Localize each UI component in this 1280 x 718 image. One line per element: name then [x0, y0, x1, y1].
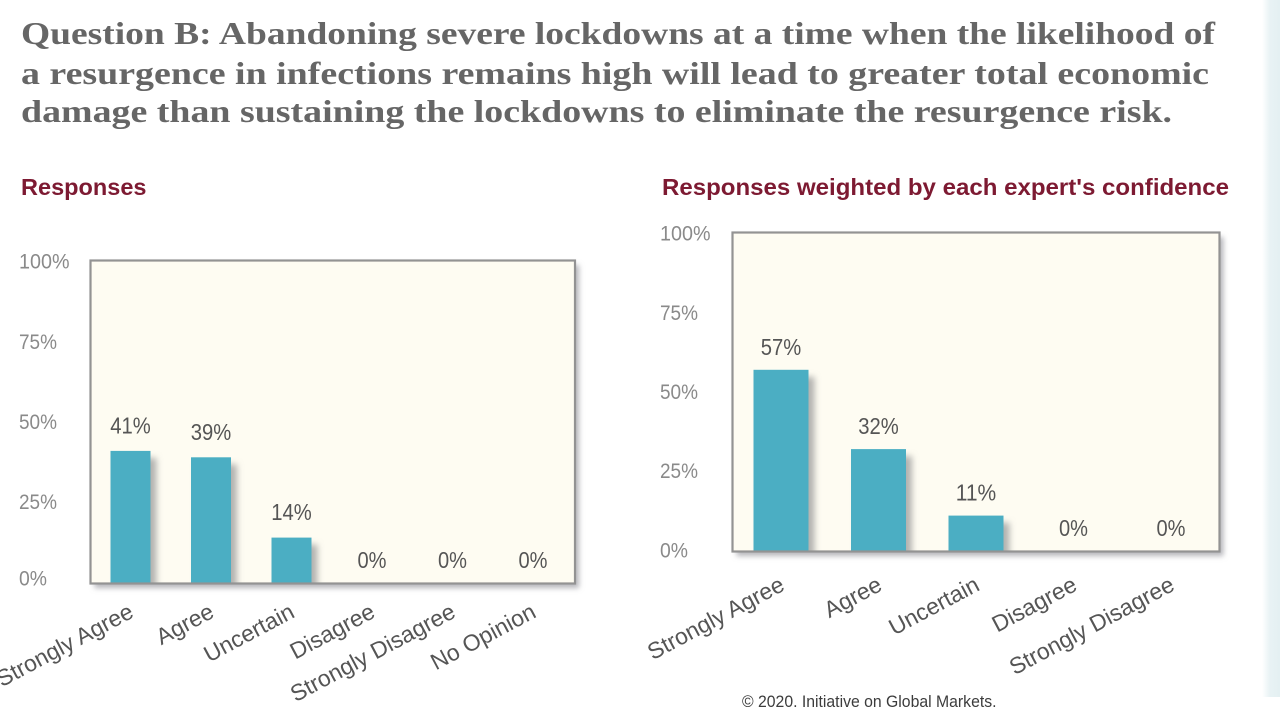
svg-text:0%: 0% — [519, 547, 548, 573]
svg-text:75%: 75% — [19, 331, 57, 354]
svg-text:75%: 75% — [660, 302, 698, 325]
svg-text:57%: 57% — [761, 334, 802, 360]
svg-text:Question B: Abandoning severe: Question B: Abandoning severe lockdowns … — [21, 15, 1215, 51]
svg-text:50%: 50% — [19, 411, 57, 434]
svg-text:0%: 0% — [1059, 515, 1088, 541]
svg-text:0%: 0% — [660, 540, 688, 563]
svg-text:39%: 39% — [191, 419, 232, 445]
svg-text:25%: 25% — [19, 491, 57, 514]
svg-text:Responses weighted by each exp: Responses weighted by each expert's conf… — [662, 174, 1229, 200]
svg-text:100%: 100% — [660, 223, 711, 246]
svg-text:© 2020. Initiative on Global M: © 2020. Initiative on Global Markets. — [742, 692, 997, 711]
svg-text:Responses: Responses — [21, 174, 147, 200]
svg-text:Strongly Disagree: Strongly Disagree — [1005, 571, 1179, 680]
svg-text:11%: 11% — [956, 480, 997, 506]
svg-text:32%: 32% — [858, 413, 899, 439]
svg-text:0%: 0% — [438, 547, 467, 573]
svg-text:41%: 41% — [110, 412, 151, 438]
svg-text:Uncertain: Uncertain — [884, 571, 983, 640]
svg-text:Uncertain: Uncertain — [199, 598, 298, 667]
svg-text:damage than sustaining the loc: damage than sustaining the lockdowns to … — [21, 93, 1172, 129]
svg-text:Strongly Agree: Strongly Agree — [643, 571, 788, 665]
svg-text:14%: 14% — [271, 499, 312, 525]
svg-text:50%: 50% — [660, 381, 698, 404]
svg-text:25%: 25% — [660, 460, 698, 483]
svg-text:100%: 100% — [19, 251, 70, 274]
svg-text:0%: 0% — [358, 547, 387, 573]
svg-text:Strongly Agree: Strongly Agree — [0, 598, 137, 692]
svg-text:a resurgence in infections rem: a resurgence in infections remains high … — [21, 55, 1209, 91]
svg-text:0%: 0% — [19, 568, 47, 591]
svg-text:0%: 0% — [1157, 515, 1186, 541]
svg-text:Agree: Agree — [819, 571, 885, 623]
